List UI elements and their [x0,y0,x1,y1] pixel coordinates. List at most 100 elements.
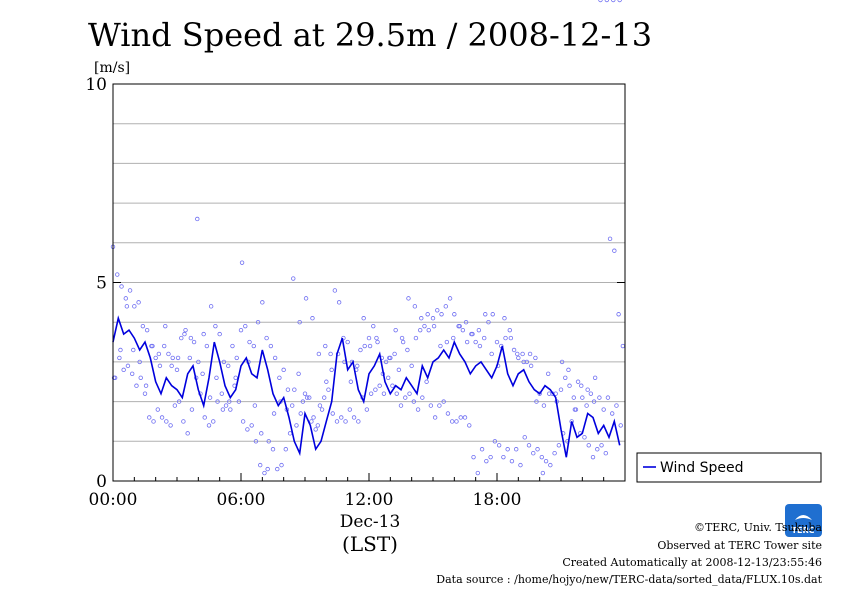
data-point [566,367,571,373]
logo-text: TERC [792,526,815,535]
data-point [219,391,224,396]
data-point [422,323,427,329]
data-point [253,439,259,444]
data-point [591,399,597,404]
data-point [175,355,181,361]
data-point [534,399,539,404]
data-point [535,447,540,452]
data-point [541,403,547,408]
data-point [230,343,235,349]
data-point [191,339,197,345]
data-point [204,343,210,349]
data-point [277,375,282,380]
data-point [452,312,457,317]
data-point [358,347,363,353]
data-point [142,391,148,396]
data-point [161,343,167,349]
data-point [462,415,468,420]
data-point [188,335,194,341]
data-point [527,351,533,357]
data-point [559,359,565,365]
data-point [571,395,576,400]
data-point [590,454,596,460]
data-point [502,316,507,321]
data-point [262,470,267,476]
data-point [351,415,357,420]
data-point [258,462,263,468]
x-tick-label: 06:00 [217,490,266,510]
data-point [616,312,621,317]
data-point [464,339,470,345]
data-point [558,387,564,392]
data-point [413,335,419,341]
y-tick-label: 5 [96,274,107,294]
data-point [405,347,410,353]
data-point [586,443,591,448]
data-point [249,423,254,428]
data-point [238,327,244,333]
data-point [189,407,195,412]
data-point [374,335,379,341]
data-point [603,451,608,456]
data-point [228,407,233,412]
data-point [424,379,429,384]
data-point [522,435,527,440]
data-point [420,395,425,400]
data-point [476,327,482,333]
data-point [588,391,594,396]
data-point [134,383,139,388]
data-point [179,335,184,341]
data-point [488,454,493,460]
data-point [195,216,200,222]
legend-box [636,452,822,483]
data-point [290,403,295,408]
data-point [183,327,188,333]
data-point [585,387,590,392]
data-point [592,375,598,380]
data-point [319,407,325,412]
data-point [431,323,437,329]
data-point [604,0,610,3]
terc-logo: TERC [785,504,822,537]
x-axis: 00:00 06:00 12:00 18:00 [89,473,605,510]
data-point [243,323,248,329]
data-point [508,335,514,341]
data-point [115,272,120,277]
data-point [155,407,160,412]
data-point [144,327,150,333]
data-point [316,351,322,357]
data-point [329,367,334,373]
data-point [163,323,168,329]
data-point [482,335,487,341]
data-point [138,375,143,380]
data-point [270,447,276,452]
data-point [202,415,207,420]
data-point [131,347,136,353]
data-point [612,248,617,253]
data-point [521,359,526,365]
data-point [182,331,187,337]
data-point [470,331,475,337]
y-axis-unit: [m/s] [94,60,130,76]
data-point [518,462,523,468]
data-point [221,359,227,365]
data-point [390,383,395,388]
data-point [373,387,378,392]
data-point [524,359,530,365]
data-point [367,343,373,349]
data-point [393,327,398,333]
data-point [313,427,318,432]
data-point [129,371,135,377]
data-point [409,363,414,369]
data-point [457,323,462,329]
data-point [419,316,424,321]
data-point [206,423,212,428]
data-point [326,387,331,392]
data-point [140,323,146,329]
data-point [220,407,226,412]
data-point [605,395,611,400]
data-point [447,296,453,301]
data-point [546,371,551,377]
legend-label: Wind Speed [660,460,744,476]
